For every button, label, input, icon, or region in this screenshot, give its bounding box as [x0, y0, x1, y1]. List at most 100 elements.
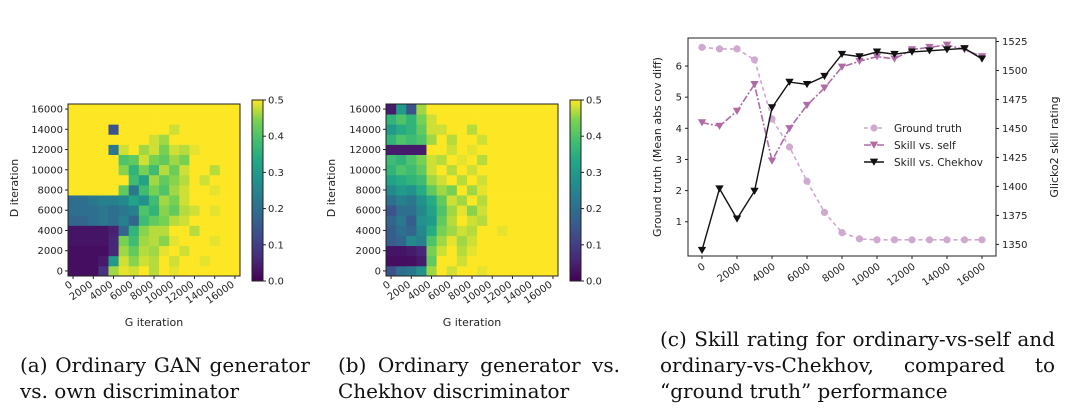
heatmap-cell [466, 235, 478, 247]
heatmap-cell [159, 154, 170, 166]
data-point [698, 43, 706, 51]
y2-tick-label: 1525 [1002, 37, 1027, 48]
heatmap-cell [159, 174, 170, 186]
heatmap-cell [386, 225, 397, 236]
heatmap-cell [128, 134, 140, 145]
heatmap-cell [179, 215, 190, 226]
heatmap-cell [179, 134, 190, 145]
heatmap-cell [507, 255, 518, 267]
heatmap-cell [219, 195, 231, 206]
colorbar-tick-label: 0.4 [268, 132, 284, 143]
heatmap-cell [199, 265, 211, 277]
heatmap-cell [138, 154, 150, 166]
data-point [820, 208, 829, 216]
heatmap-cell [547, 134, 559, 145]
heatmap-cell [148, 235, 160, 247]
heatmap-cell [179, 235, 190, 247]
data-point [855, 235, 864, 243]
heatmap-cell [169, 154, 180, 166]
heatmap-cell [507, 265, 518, 277]
heatmap-cell [416, 205, 427, 216]
heatmap-cell [426, 205, 437, 216]
heatmap-cell [138, 195, 150, 206]
heatmap-cell [466, 184, 478, 196]
heatmap-a-colorbar: 0.0 0.1 0.2 0.3 0.4 0.5 [251, 96, 284, 288]
heatmap-cell [118, 225, 130, 236]
heatmap-cell [159, 255, 170, 267]
heatmap-cell [148, 265, 160, 277]
heatmap-cell [199, 164, 211, 176]
heatmap-cell [189, 255, 200, 267]
heatmap-cell [68, 134, 79, 145]
heatmap-cell [477, 184, 488, 196]
heatmap-cell [98, 195, 109, 206]
heatmap-cell [138, 215, 150, 226]
data-point [802, 81, 812, 89]
y2-tick-label: 1400 [1002, 182, 1027, 193]
heatmap-cell [537, 134, 549, 145]
heatmap-cell [128, 265, 140, 277]
heatmap-cell [229, 104, 241, 115]
heatmap-cell [497, 174, 508, 186]
heatmap-cell [148, 164, 160, 176]
heatmap-cell [169, 134, 180, 145]
heatmap-cell [477, 235, 488, 247]
heatmap-cell [209, 265, 221, 277]
heatmap-cell [169, 205, 180, 216]
heatmap-cell [138, 245, 150, 257]
heatmap-cell [426, 114, 437, 125]
heatmap-cell [138, 255, 150, 267]
heatmap-cell [229, 134, 241, 145]
heatmap-cell [416, 124, 427, 135]
heatmap-cell [219, 114, 231, 125]
heatmap-cell [88, 114, 99, 125]
heatmap-cell [88, 235, 99, 247]
y2-tick-label: 1500 [1002, 66, 1027, 77]
heatmap-cell [517, 265, 529, 277]
heatmap-cell [396, 124, 407, 135]
heatmap-cell [507, 235, 518, 247]
heatmap-cell [189, 245, 200, 257]
heatmap-cell [209, 255, 221, 267]
heatmap-cell [108, 144, 119, 155]
heatmap-cell [128, 215, 140, 226]
heatmap-cell [406, 235, 417, 247]
heatmap-cell [98, 245, 109, 257]
heatmap-cell [98, 205, 109, 216]
heatmap-cell [88, 225, 99, 236]
heatmap-cell [466, 144, 478, 155]
heatmap-cell [497, 134, 508, 145]
heatmap-cell [189, 225, 200, 236]
heatmap-cell [416, 134, 427, 145]
heatmap-cell [199, 215, 211, 226]
heatmap-cell [88, 184, 99, 196]
heatmap-cell [98, 134, 109, 145]
data-point [803, 177, 811, 185]
heatmap-cell [537, 195, 549, 206]
data-point [715, 185, 724, 193]
heatmap-cell [108, 184, 119, 196]
heatmap-cell [537, 164, 549, 176]
heatmap-cell [487, 215, 498, 226]
heatmap-cell [98, 154, 109, 166]
heatmap-cell [507, 205, 518, 216]
heatmap-cell [199, 245, 211, 257]
heatmap-cell [487, 265, 498, 277]
heatmap-cell [179, 225, 190, 236]
heatmap-cell [118, 245, 130, 257]
heatmap-cell [406, 114, 417, 125]
data-point [750, 187, 759, 195]
heatmap-cell [497, 154, 508, 166]
heatmap-cell [416, 215, 427, 226]
heatmap-cell [179, 104, 190, 115]
heatmap-cell [229, 245, 241, 257]
heatmap-cell [426, 225, 437, 236]
heatmap-cell [446, 174, 458, 186]
heatmap-cell [406, 205, 417, 216]
heatmap-cell [477, 134, 488, 145]
heatmap-cell [487, 154, 498, 166]
heatmap-cell [497, 245, 508, 257]
heatmap-cell [68, 104, 79, 115]
data-point [869, 158, 879, 166]
